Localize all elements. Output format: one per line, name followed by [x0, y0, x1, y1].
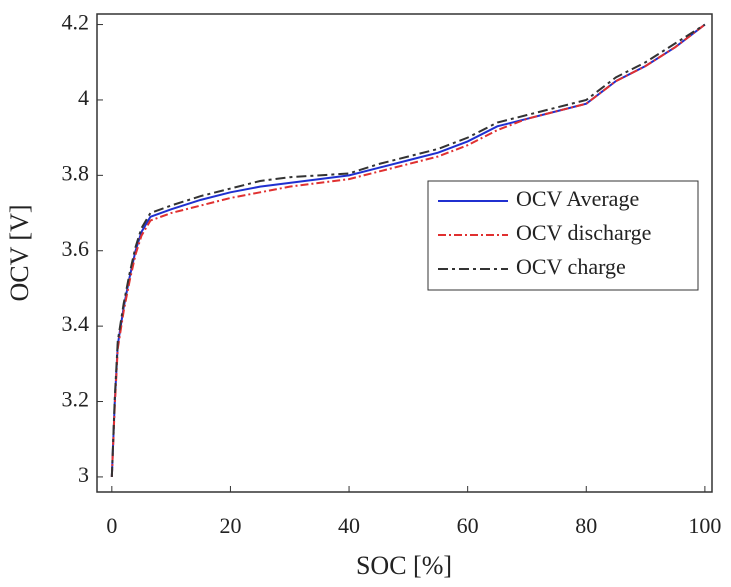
y-tick-label: 3.2 [62, 387, 90, 412]
x-tick-label: 80 [575, 513, 597, 538]
plot-area [96, 13, 713, 493]
y-tick-label: 3.6 [62, 236, 90, 261]
x-axis-label: SOC [%] [356, 551, 452, 580]
series-line [110, 23, 706, 477]
y-axis-label: OCV [V] [5, 204, 34, 301]
y-tick-label: 3.4 [62, 311, 90, 336]
legend-label: OCV discharge [516, 220, 651, 245]
y-tick-label: 3 [78, 462, 89, 487]
x-tick-label: 40 [338, 513, 360, 538]
y-tick-label: 4 [78, 85, 89, 110]
x-tick-label: 100 [688, 513, 721, 538]
x-tick-label: 60 [457, 513, 479, 538]
legend-label: OCV charge [516, 254, 626, 279]
series-line [110, 23, 706, 477]
x-tick-label: 20 [219, 513, 241, 538]
y-tick-label: 4.2 [62, 10, 90, 35]
y-tick-label: 3.8 [62, 160, 90, 185]
x-tick-label: 0 [106, 513, 117, 538]
legend-label: OCV Average [516, 186, 639, 211]
